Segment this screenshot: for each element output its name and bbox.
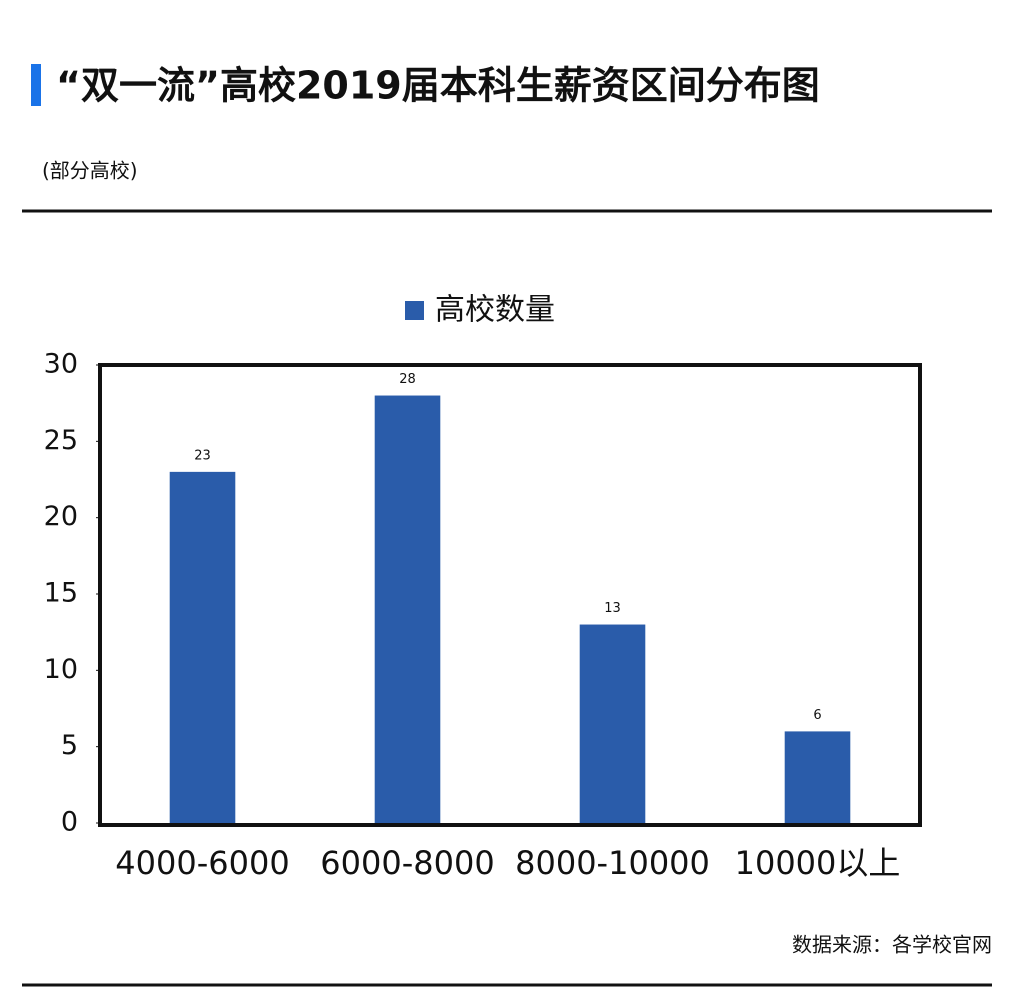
x-tick-label: 8000-10000	[515, 844, 710, 882]
source-note: 数据来源：各学校官网	[792, 933, 992, 957]
value-label: 23	[194, 448, 211, 463]
y-tick-label: 10	[44, 654, 78, 685]
legend-swatch	[405, 301, 424, 320]
bar	[374, 395, 441, 823]
plot-frame	[98, 363, 922, 827]
x-tick-label: 6000-8000	[320, 844, 494, 882]
legend-label: 高校数量	[435, 293, 555, 328]
bar	[169, 471, 236, 823]
y-tick-label: 30	[44, 349, 78, 380]
bar	[579, 624, 646, 823]
x-tick-label: 4000-6000	[115, 844, 289, 882]
bar	[784, 731, 851, 823]
value-label: 28	[399, 372, 416, 387]
y-tick-label: 0	[61, 807, 78, 838]
y-tick-label: 5	[61, 730, 78, 761]
title-accent	[31, 64, 41, 106]
y-tick-label: 20	[44, 501, 78, 532]
chart-title: “双一流”高校2019届本科生薪资区间分布图	[56, 64, 820, 108]
y-tick-label: 25	[44, 425, 78, 456]
value-label: 13	[604, 601, 621, 616]
y-tick-label: 15	[44, 578, 78, 609]
chart-subtitle: (部分高校)	[42, 159, 138, 183]
x-tick-label: 10000以上	[735, 844, 901, 882]
value-label: 6	[813, 708, 821, 723]
